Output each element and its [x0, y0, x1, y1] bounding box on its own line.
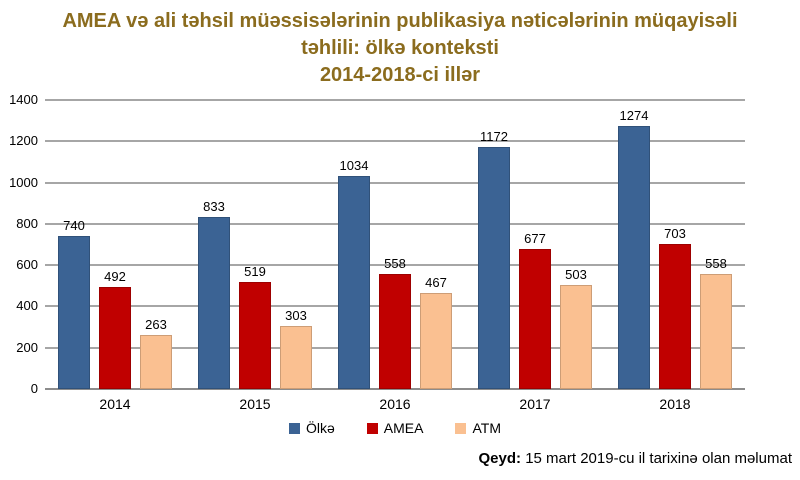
bar-group: 740 492 263 — [45, 100, 185, 389]
gridline — [45, 264, 745, 267]
bar: 1274 — [618, 108, 650, 389]
gridline — [45, 99, 745, 101]
bar-group: 833 519 303 — [185, 100, 325, 389]
legend-swatch-icon — [289, 422, 300, 434]
legend-label: Ölkə — [306, 420, 335, 436]
bar-value-label: 492 — [104, 269, 126, 285]
bar-value-label: 677 — [524, 231, 546, 247]
bar: 833 — [198, 199, 230, 389]
bar-value-label: 263 — [145, 316, 167, 332]
chart-title-line-1: AMEA və ali təhsil müəssisələrinin publi… — [62, 10, 738, 32]
legend: Ölkə AMEA ATM — [45, 420, 745, 436]
y-tick-label: 800 — [16, 215, 38, 231]
bar: 303 — [280, 308, 312, 389]
bar-group: 1274 703 558 — [605, 100, 745, 389]
legend-item: Ölkə — [289, 420, 335, 436]
y-tick-label: 400 — [16, 298, 38, 314]
bar-value-label: 703 — [664, 225, 686, 241]
bar: 467 — [420, 275, 452, 389]
bar-value-label: 558 — [705, 255, 727, 271]
bar-group: 1034 558 467 — [325, 100, 465, 389]
bar: 558 — [700, 256, 732, 389]
bar: 677 — [519, 231, 551, 389]
bar: 1172 — [478, 129, 510, 389]
bar: 492 — [99, 269, 131, 389]
bar: 740 — [58, 218, 90, 389]
bar: 263 — [140, 317, 172, 389]
bar: 558 — [379, 256, 411, 389]
chart-title: AMEA və ali təhsil müəssisələrinin publi… — [0, 8, 800, 89]
bar-value-label: 1274 — [619, 108, 649, 124]
legend-swatch-icon — [455, 422, 467, 434]
bar-value-label: 1034 — [339, 157, 369, 173]
legend-swatch-icon — [366, 422, 378, 434]
x-tick-label: 2018 — [659, 396, 691, 412]
y-tick-label: 0 — [30, 381, 38, 396]
bar: 519 — [239, 264, 271, 389]
gridline — [45, 140, 745, 143]
legend-label: AMEA — [383, 420, 424, 436]
legend-item: ATM — [455, 420, 501, 436]
bar-value-label: 519 — [244, 263, 266, 279]
bar-value-label: 1172 — [480, 129, 508, 145]
bar-value-label: 467 — [425, 274, 447, 290]
y-tick-label: 600 — [16, 257, 38, 273]
x-tick-label: 2017 — [519, 396, 551, 412]
legend-item: AMEA — [366, 420, 424, 436]
legend-label: ATM — [472, 420, 501, 436]
footer-note-label: Qeyd: — [478, 450, 522, 467]
y-axis: 0 200 400 600 800 1000 1200 1400 — [0, 92, 38, 396]
category-axis: 2014 2015 2016 2017 2018 — [45, 396, 745, 412]
bar-value-label: 303 — [285, 308, 307, 324]
x-tick-label: 2014 — [99, 396, 131, 412]
footer-note-text: 15 mart 2019-cu il tarixinə olan məlumat — [521, 450, 792, 467]
bar-value-label: 740 — [63, 218, 85, 234]
bar-value-label: 503 — [565, 267, 587, 283]
bar: 703 — [659, 226, 691, 389]
bar: 503 — [560, 267, 592, 389]
bars-row: 740 492 263 833 519 303 1034 558 467 1172 677 503 12… — [45, 100, 745, 389]
chart-title-line-2: təhlili: ölkə konteksti — [301, 37, 499, 59]
bar-value-label: 558 — [384, 255, 406, 271]
bar-group: 1172 677 503 — [465, 100, 605, 389]
plot-area: 740 492 263 833 519 303 1034 558 467 1172 677 503 12… — [45, 99, 745, 390]
chart-title-line-3: 2014-2018-ci illər — [319, 64, 481, 86]
gridline — [45, 222, 745, 225]
bar: 1034 — [338, 158, 370, 389]
y-tick-label: 1200 — [9, 133, 38, 149]
footer-note: Qeyd: 15 mart 2019-cu il tarixinə olan m… — [479, 450, 792, 467]
x-tick-label: 2016 — [379, 396, 411, 412]
x-tick-label: 2015 — [239, 396, 271, 412]
y-tick-label: 1400 — [9, 92, 38, 107]
x-axis-line — [45, 388, 745, 390]
bar-value-label: 833 — [203, 199, 225, 215]
y-tick-label: 200 — [16, 339, 38, 355]
y-tick-label: 1000 — [9, 174, 38, 190]
gridline — [45, 181, 745, 184]
